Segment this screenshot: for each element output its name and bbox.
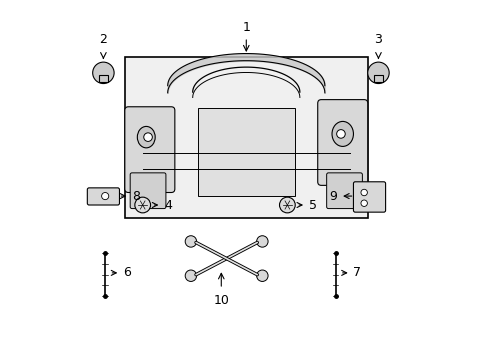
Circle shape — [143, 133, 152, 141]
Circle shape — [360, 200, 366, 206]
FancyBboxPatch shape — [326, 173, 362, 208]
Circle shape — [367, 62, 388, 84]
Circle shape — [279, 197, 295, 213]
Circle shape — [336, 130, 345, 138]
Text: 10: 10 — [213, 294, 229, 307]
FancyBboxPatch shape — [124, 107, 175, 193]
Bar — [99, 75, 108, 82]
Text: 7: 7 — [341, 266, 361, 279]
Circle shape — [185, 270, 196, 282]
Text: 9: 9 — [329, 190, 351, 203]
FancyBboxPatch shape — [130, 173, 165, 208]
Text: 3: 3 — [374, 33, 382, 46]
Ellipse shape — [331, 121, 353, 147]
Circle shape — [256, 236, 267, 247]
Text: 8: 8 — [120, 190, 140, 203]
Circle shape — [135, 197, 150, 213]
Bar — [373, 75, 382, 82]
Circle shape — [93, 62, 114, 84]
Bar — [124, 57, 367, 217]
FancyBboxPatch shape — [87, 188, 119, 205]
Text: 5: 5 — [296, 198, 316, 212]
Text: 6: 6 — [111, 266, 131, 279]
Ellipse shape — [137, 126, 155, 148]
FancyBboxPatch shape — [353, 182, 385, 212]
Bar — [197, 108, 294, 196]
Text: 1: 1 — [242, 21, 250, 33]
Text: 4: 4 — [152, 198, 172, 212]
Circle shape — [256, 270, 267, 282]
Circle shape — [185, 236, 196, 247]
Circle shape — [360, 189, 366, 196]
Circle shape — [102, 193, 108, 200]
FancyBboxPatch shape — [317, 100, 367, 185]
Text: 2: 2 — [99, 33, 107, 46]
